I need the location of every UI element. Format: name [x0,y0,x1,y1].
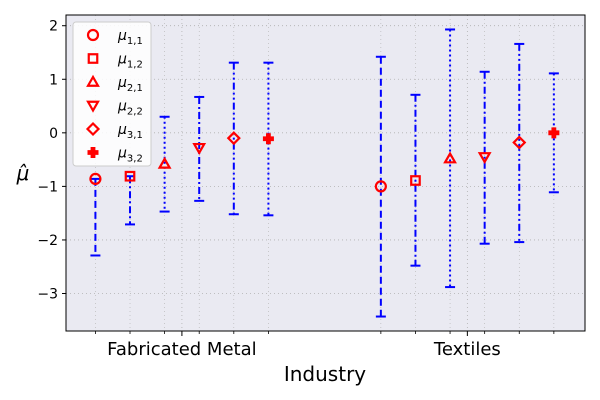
series-layer [89,28,560,318]
axes: 2 1 0 −1 −2 −3 Fabricated Metal Textiles [37,19,555,360]
data-point [477,152,492,165]
plot-frame [65,14,586,332]
plot-background [66,15,585,331]
x-tick-label: Fabricated Metal [107,339,256,360]
data-point [374,180,387,193]
x-tick-label: Textiles [433,339,501,360]
series-3-2 [262,61,560,217]
data-point [410,175,421,186]
y-tick-label: 2 [49,19,58,35]
series-2-1 [157,28,457,289]
legend-marker [86,74,100,87]
data-point [89,172,102,185]
y-tick-label: −3 [37,287,58,303]
legend-marker [87,53,99,64]
data-point [262,133,274,145]
legend-marker [85,121,101,137]
series-3-1 [226,42,527,244]
data-point [192,142,207,156]
x-axis-label: Industry [284,362,366,386]
y-tick-label: −2 [37,233,58,249]
series-2-2 [192,70,492,245]
series-1-1 [89,55,387,318]
series-1-2 [124,93,421,267]
legend-marker [86,28,100,42]
data-point [226,131,241,146]
legend-marker [86,100,100,113]
y-axis-label: μ̂ [16,161,30,185]
data-point [548,127,560,139]
legend: μ1,1μ1,2μ2,1μ2,2μ3,1μ3,2 [72,21,152,167]
y-tick-label: 0 [49,126,58,142]
y-tick-label: 1 [49,72,58,88]
legend-box [72,21,152,167]
data-point [157,156,172,169]
y-tick-label: −1 [37,179,58,195]
legend-marker [87,147,99,158]
data-point [124,170,136,182]
data-point [512,135,527,150]
data-point [443,151,457,164]
